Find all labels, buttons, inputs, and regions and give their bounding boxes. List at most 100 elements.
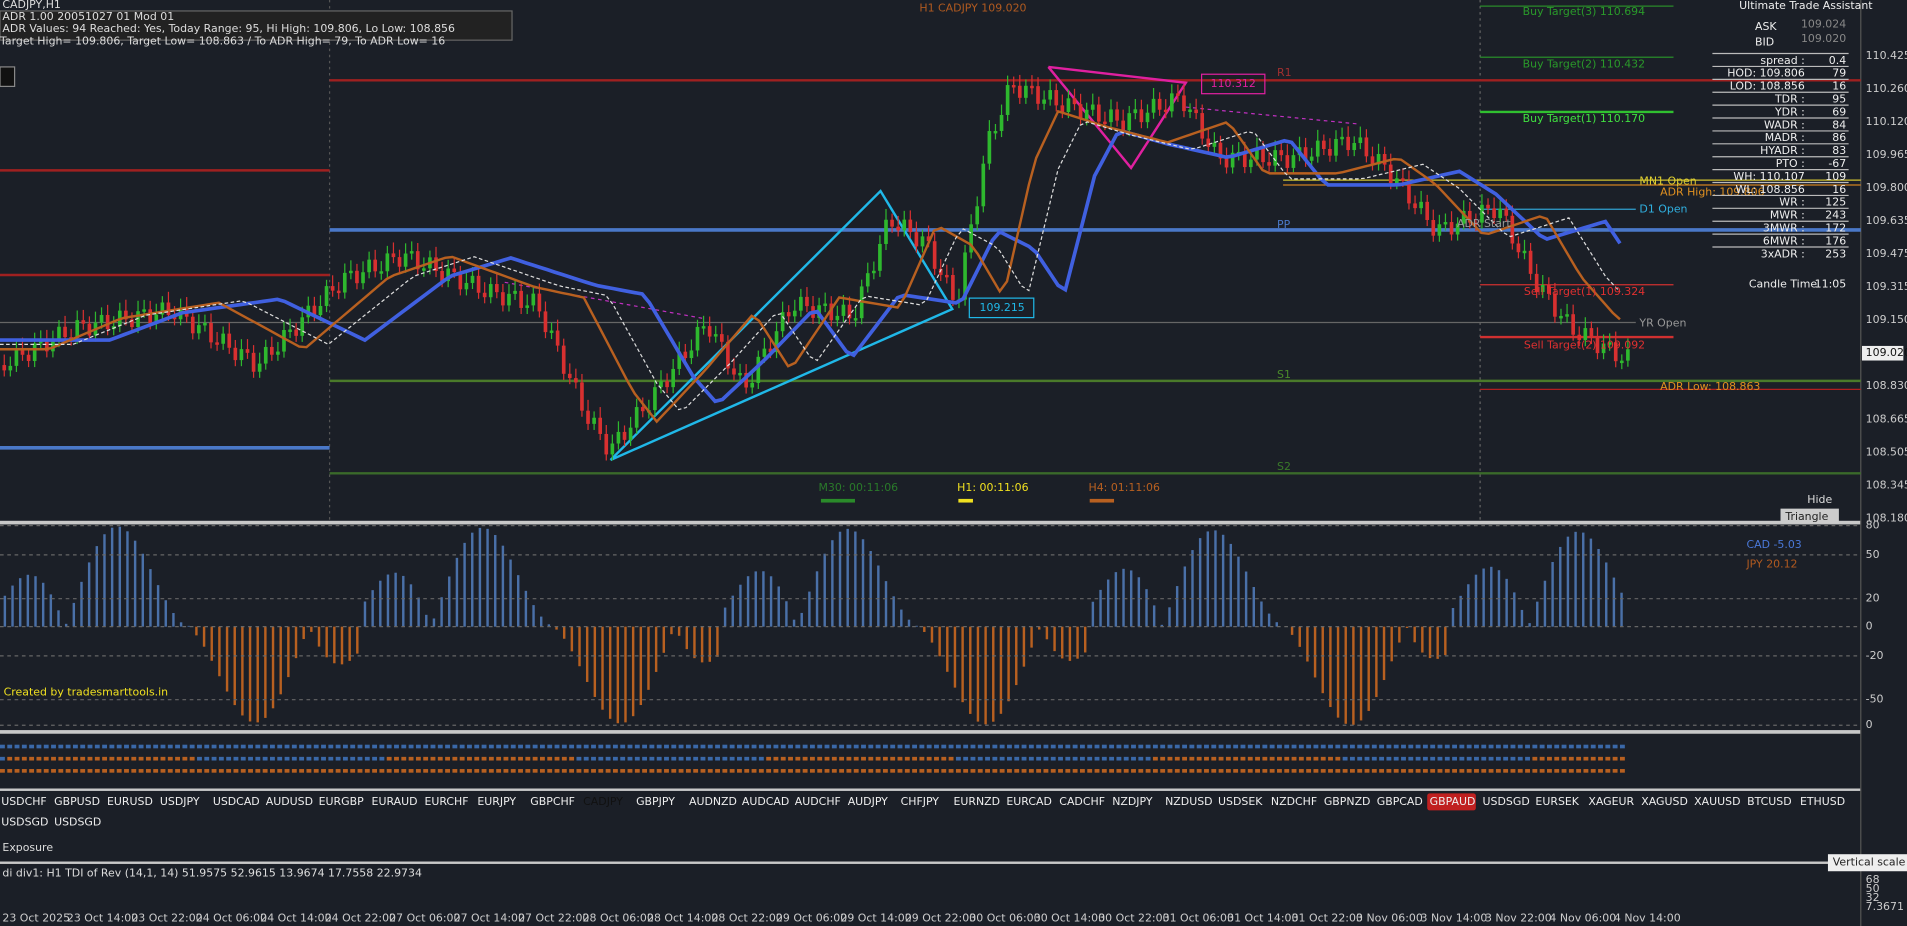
symbol-button[interactable]: NZDCHF [1271, 795, 1317, 808]
symbol-button[interactable]: AUDNZD [689, 795, 737, 808]
symbol-button[interactable]: EURJPY [477, 795, 516, 808]
bar [984, 626, 987, 725]
symbol-button[interactable]: NZDUSD [1165, 795, 1212, 808]
symbol-button[interactable]: USDJPY [160, 795, 200, 808]
symbol-button[interactable]: EURUSD [107, 795, 153, 808]
time-tick-label: 3 Nov 14:00 [1421, 912, 1488, 925]
symbol-button[interactable]: GBPAUD [1430, 795, 1476, 808]
symbol-button[interactable]: USDCAD [213, 795, 260, 808]
symbol-button[interactable]: USDSGD [54, 816, 101, 829]
heat [1123, 769, 1129, 773]
candle [1534, 273, 1539, 293]
symbol-button[interactable]: EURSEK [1535, 795, 1579, 808]
indicator-tick-label: 0 [1866, 620, 1873, 633]
panel-label: spread : [1760, 54, 1804, 67]
heat [1379, 744, 1385, 749]
heat [401, 769, 407, 773]
candle [251, 352, 256, 372]
bar [769, 576, 773, 627]
heat [204, 756, 210, 761]
candle [847, 304, 852, 319]
triangle-button[interactable] [1780, 508, 1839, 524]
bar [1582, 532, 1585, 627]
symbol-button[interactable]: BTCUSD [1747, 795, 1792, 808]
toolbar-button[interactable] [0, 66, 16, 88]
symbol-button[interactable]: EURCAD [1006, 795, 1052, 808]
symbol-button[interactable]: USDSEK [1218, 795, 1263, 808]
symbol-button[interactable]: AUDCHF [795, 795, 841, 808]
bar [723, 607, 727, 627]
candle [1036, 86, 1040, 104]
bar [700, 626, 704, 663]
heat [1510, 744, 1516, 749]
candle [604, 433, 609, 455]
heat [525, 756, 531, 761]
symbol-button[interactable]: AUDJPY [848, 795, 888, 808]
hide-button[interactable]: Hide [1807, 493, 1832, 506]
heat [1291, 756, 1297, 761]
candle [1078, 104, 1083, 120]
bar [716, 626, 719, 657]
triangle-button-label[interactable]: Triangle [1784, 510, 1828, 523]
symbol-button[interactable]: AUDCAD [742, 795, 789, 808]
heat [700, 756, 706, 761]
heat [233, 756, 239, 761]
symbol-button[interactable]: GBPNZD [1324, 795, 1371, 808]
heat [1408, 769, 1414, 773]
heat [1138, 744, 1144, 749]
moving-average [0, 109, 1621, 424]
bar [417, 597, 420, 627]
symbol-button[interactable]: XAGEUR [1588, 795, 1634, 808]
candle [197, 325, 201, 334]
heat [583, 769, 589, 773]
heat [758, 756, 764, 761]
heat [707, 744, 713, 749]
heat [1291, 744, 1297, 749]
symbol-button[interactable]: USDSGD [1, 816, 48, 829]
symbol-button[interactable]: EURNZD [954, 795, 1001, 808]
symbol-button[interactable]: EURAUD [372, 795, 418, 808]
heat [831, 769, 837, 773]
heat [1240, 744, 1246, 749]
symbol-button[interactable]: CHFJPY [901, 795, 940, 808]
candle [823, 303, 828, 306]
symbol-button[interactable]: EURCHF [424, 795, 468, 808]
symbol-button[interactable]: CADCHF [1059, 795, 1105, 808]
bar [946, 626, 949, 672]
heat [1240, 769, 1246, 773]
panel-label: 3xADR : [1761, 247, 1805, 260]
heat [1525, 769, 1530, 773]
bar [1482, 568, 1485, 627]
bar [593, 626, 597, 697]
symbol-button[interactable]: GBPJPY [636, 795, 675, 808]
bar [624, 626, 627, 723]
candle [349, 270, 353, 274]
time-tick-label: 28 Oct 22:00 [711, 912, 782, 925]
heat [627, 756, 633, 761]
symbol-button[interactable]: USDCHF [1, 795, 47, 808]
heat [839, 769, 845, 773]
heat [328, 744, 334, 749]
symbol-button[interactable]: GBPCAD [1377, 795, 1423, 808]
bar [1543, 580, 1547, 627]
symbol-button[interactable]: ETHUSD [1800, 795, 1845, 808]
symbol-button[interactable]: CADJPY [583, 795, 623, 808]
symbol-button[interactable]: NZDJPY [1112, 795, 1153, 808]
heat [503, 756, 509, 761]
symbol-button[interactable]: GBPCHF [530, 795, 575, 808]
heat [1401, 769, 1406, 773]
symbol-button[interactable]: XAGUSD [1641, 795, 1688, 808]
candle [580, 382, 584, 411]
heat [539, 744, 545, 749]
symbol-button[interactable]: USDSGD [1483, 795, 1530, 808]
heat [1547, 769, 1552, 773]
symbol-button[interactable]: XAUUSD [1694, 795, 1740, 808]
symbol-button[interactable]: GBPUSD [54, 795, 100, 808]
candle [1480, 204, 1484, 223]
bar [133, 540, 137, 627]
heat [1335, 756, 1341, 761]
heat [934, 769, 939, 773]
symbol-button[interactable]: EURGBP [319, 795, 364, 808]
heat [240, 744, 246, 749]
symbol-button[interactable]: AUDUSD [266, 795, 313, 808]
